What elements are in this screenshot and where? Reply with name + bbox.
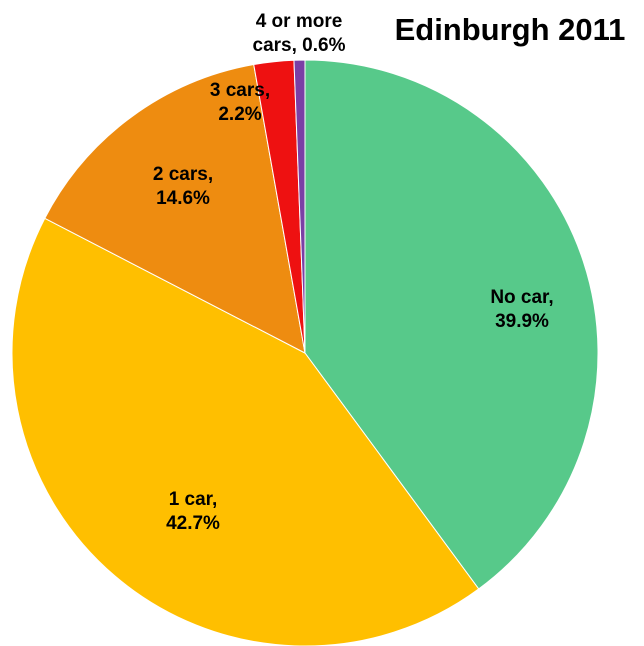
slice-label-3-cars: 3 cars, 2.2%	[210, 80, 270, 125]
chart-title: Edinburgh 2011	[395, 12, 626, 47]
slice-labels: No car, 39.9% 1 car, 42.7% 2 cars, 14.6% 3 car…	[153, 11, 554, 534]
pie-slice-2-cars	[44, 63, 306, 354]
slice-label-2-cars: 2 cars, 14.6%	[153, 164, 213, 209]
pie-slices	[11, 59, 599, 646]
slice-label-no-car: No car, 39.9%	[490, 287, 553, 332]
slice-label-4-or-more-cars: 4 or more cars, 0.6%	[253, 11, 346, 56]
pie-slice-no-car	[304, 59, 599, 590]
pie-slice-1-car	[11, 217, 480, 646]
slice-label-1-car: 1 car, 42.7%	[166, 489, 220, 534]
pie-slice-4-or-more-cars	[293, 59, 306, 354]
